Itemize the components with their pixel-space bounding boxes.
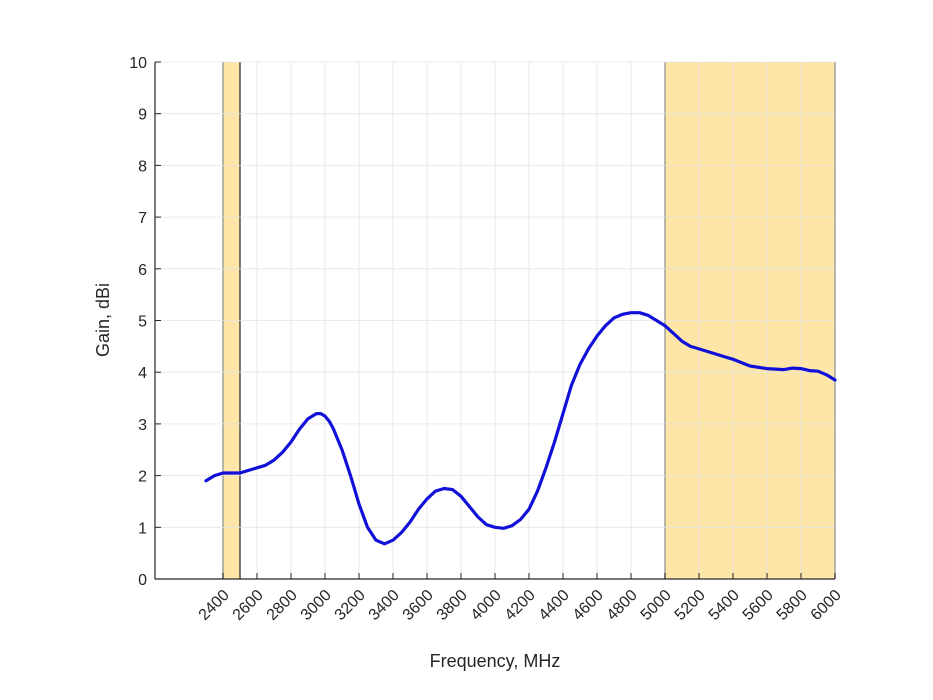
x-axis-label: Frequency, MHz [430, 651, 561, 671]
y-tick-label: 5 [138, 314, 147, 331]
series-line-0 [204, 311, 837, 546]
y-tick-label: 2 [138, 469, 147, 486]
y-tick-label: 4 [138, 365, 147, 382]
x-tick-label: 2600 [230, 587, 267, 624]
x-tick-label: 3600 [400, 587, 437, 624]
x-tick-label: 4800 [604, 587, 641, 624]
y-axis-label: Gain, dBi [93, 283, 113, 357]
x-tick-label: 4000 [468, 587, 505, 624]
x-tick-label: 3400 [366, 587, 403, 624]
y-tick-label: 3 [138, 417, 147, 434]
x-tick-label: 6000 [808, 587, 845, 624]
x-tick-label: 5800 [774, 587, 811, 624]
x-tick-labels: 2400260028003000320034003600380040004200… [196, 587, 845, 624]
x-tick-label: 3800 [434, 587, 471, 624]
grid-lines [155, 61, 836, 580]
y-tick-labels: 0 1 2 3 4 5 6 7 8 9 10 [129, 55, 147, 589]
x-tick-label: 4600 [570, 587, 607, 624]
x-tick-label: 4200 [502, 587, 539, 624]
y-tick-label: 1 [138, 520, 147, 537]
x-tick-label: 2400 [196, 587, 233, 624]
y-tick-label: 6 [138, 262, 147, 279]
x-tick-label: 5200 [672, 587, 709, 624]
x-tick-label: 5400 [706, 587, 743, 624]
y-tick-label: 9 [138, 107, 147, 124]
x-tick-label: 2800 [264, 587, 301, 624]
x-tick-label: 3200 [332, 587, 369, 624]
y-tick-label: 10 [129, 55, 147, 72]
x-tick-label: 5600 [740, 587, 777, 624]
y-tick-label: 7 [138, 210, 147, 227]
y-tick-label: 0 [138, 572, 147, 589]
series-group [204, 311, 837, 546]
x-tick-label: 5000 [638, 587, 675, 624]
x-tick-label: 3000 [298, 587, 335, 624]
y-tick-label: 8 [138, 158, 147, 175]
x-tick-label: 4400 [536, 587, 573, 624]
axes [154, 61, 836, 580]
